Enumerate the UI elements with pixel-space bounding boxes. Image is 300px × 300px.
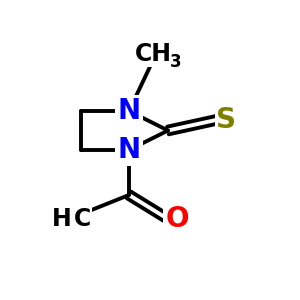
Text: CH: CH	[134, 42, 172, 66]
Text: N: N	[117, 97, 141, 125]
Text: O: O	[165, 205, 189, 233]
Text: C: C	[74, 207, 91, 231]
Text: N: N	[117, 136, 141, 164]
Text: S: S	[217, 106, 236, 134]
Text: H: H	[52, 207, 72, 231]
Text: 3: 3	[170, 52, 181, 70]
Text: 3: 3	[72, 218, 84, 236]
